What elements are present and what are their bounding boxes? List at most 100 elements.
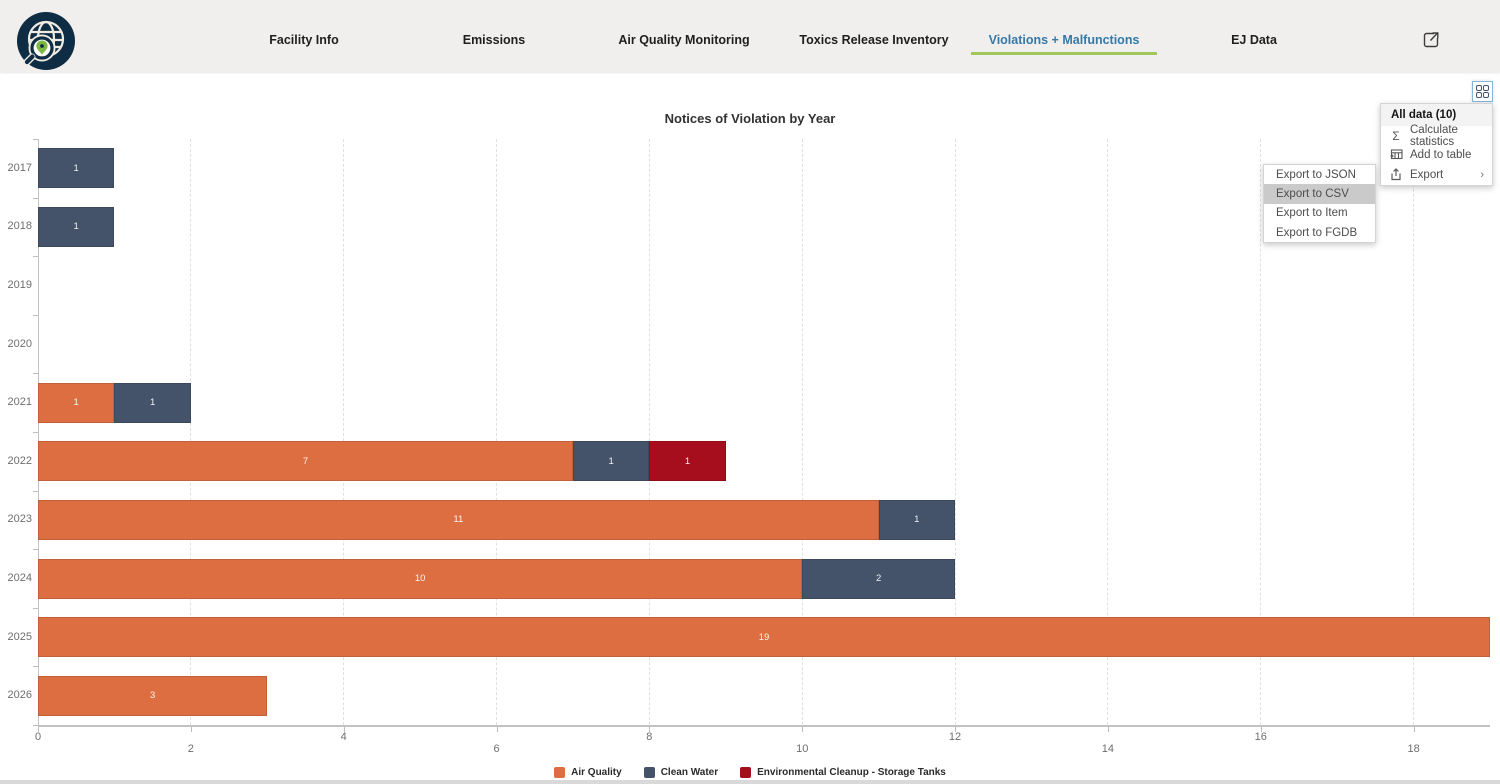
y-axis-tick	[33, 373, 38, 375]
tab-toxics-release-inventory[interactable]: Toxics Release Inventory	[799, 33, 949, 47]
menu-item-label: Add to table	[1410, 149, 1472, 162]
legend-item-environmental-cleanup-storage-tanks[interactable]: Environmental Cleanup - Storage Tanks	[740, 766, 946, 778]
x-axis-label: 4	[340, 731, 347, 743]
menu-item-export[interactable]: Export ›	[1381, 165, 1492, 185]
legend-item-air-quality[interactable]: Air Quality	[554, 766, 622, 778]
bar-value-label: 1	[73, 162, 79, 174]
y-axis-tick	[33, 256, 38, 258]
bar-chart: 2017 1 2018 1 2019 2020 2021 1 1 2022 7 1 1 2023 11 1 20…	[0, 72, 1500, 780]
gridline	[954, 139, 956, 725]
x-axis-label: 12	[948, 731, 962, 743]
app-header: Facility Info Emissions Air Quality Moni…	[0, 0, 1500, 72]
bar-segment-clean-water[interactable]: 2	[802, 558, 956, 599]
y-axis-label: 2023	[7, 513, 32, 526]
gridline	[1107, 139, 1109, 725]
bar-segment-air-quality[interactable]: 10	[38, 558, 803, 599]
x-axis-label: 2	[187, 743, 194, 755]
bar-segment-clean-water[interactable]: 1	[38, 206, 115, 247]
x-axis-label: 0	[34, 731, 42, 743]
gridline	[1413, 139, 1415, 725]
y-axis-tick	[33, 314, 38, 316]
y-axis-tick	[33, 725, 38, 726]
tab-air-quality-monitoring[interactable]: Air Quality Monitoring	[618, 33, 750, 47]
bar-segment-clean-water[interactable]: 1	[572, 441, 650, 482]
legend-swatch	[740, 766, 752, 778]
x-axis-tick	[1260, 727, 1262, 732]
menu-item-export-to-csv[interactable]: Export to CSV	[1264, 184, 1375, 204]
export-submenu: Export to JSON Export to CSV Export to I…	[1263, 164, 1376, 244]
bar-segment-clean-water[interactable]: 1	[114, 382, 191, 423]
y-axis-label: 2020	[7, 337, 32, 350]
x-axis-tick	[496, 727, 498, 732]
sigma-icon: Σ	[1392, 128, 1400, 143]
grid-dot-icon	[1476, 91, 1483, 98]
y-axis-label: 2018	[7, 220, 32, 233]
x-axis-tick	[38, 727, 39, 732]
legend-label: Clean Water	[660, 766, 719, 778]
bar-value-label: 1	[608, 455, 614, 467]
bar-segment-air-quality[interactable]: 3	[38, 675, 268, 716]
x-axis-label: 10	[796, 743, 809, 755]
y-axis-tick	[33, 139, 38, 140]
legend-item-clean-water[interactable]: Clean Water	[643, 766, 719, 778]
bar-segment-air-quality[interactable]: 11	[38, 499, 879, 540]
y-axis-tick	[33, 197, 38, 199]
x-axis	[38, 725, 1490, 727]
bar-value-label: 1	[73, 221, 79, 233]
bar-segment-clean-water[interactable]: 1	[38, 148, 115, 189]
tab-facility-info[interactable]: Facility Info	[269, 33, 339, 47]
x-axis-label: 8	[646, 731, 653, 743]
bar-value-label: 2	[875, 573, 882, 584]
gridline	[648, 139, 650, 725]
menu-item-add-to-table[interactable]: Add to table	[1381, 146, 1492, 166]
bar-segment-air-quality[interactable]: 1	[38, 382, 115, 423]
y-axis-tick	[33, 549, 38, 551]
gridline	[190, 139, 192, 725]
y-axis-tick	[33, 607, 38, 609]
x-axis-label: 6	[493, 743, 500, 755]
y-axis-label: 2019	[7, 279, 32, 291]
x-axis-label: 16	[1254, 731, 1267, 743]
menu-item-export-to-item[interactable]: Export to Item	[1276, 207, 1348, 220]
gridline	[343, 139, 345, 725]
legend-swatch	[554, 766, 566, 778]
y-axis-label: 2025	[7, 630, 32, 643]
gridline	[801, 139, 803, 725]
app-logo-icon	[17, 12, 75, 70]
x-axis-tick	[1107, 727, 1109, 732]
menu-item-export-to-fgdb[interactable]: Export to FGDB	[1276, 226, 1358, 239]
bar-value-label: 11	[453, 514, 464, 526]
tab-ej-data[interactable]: EJ Data	[1231, 33, 1277, 47]
tab-violations-malfunctions[interactable]: Violations + Malfunctions	[969, 0, 1159, 72]
x-axis-label: 14	[1101, 743, 1115, 755]
legend-swatch	[643, 766, 655, 778]
menu-item-calculate-statistics[interactable]: Σ Calculate statistics	[1381, 124, 1492, 148]
bar-segment-environmental-cleanup-storage-tanks[interactable]: 1	[649, 441, 726, 482]
bar-value-label: 1	[914, 514, 920, 526]
y-axis-tick	[33, 432, 38, 433]
share-icon[interactable]	[1420, 29, 1442, 51]
bar-segment-air-quality[interactable]: 19	[38, 617, 1490, 658]
y-axis-tick	[33, 490, 38, 492]
x-axis-tick	[343, 727, 345, 732]
bar-value-label: 19	[758, 631, 770, 643]
gridline	[496, 139, 498, 725]
x-axis-tick	[649, 727, 651, 732]
y-axis-label: 2024	[7, 572, 32, 584]
y-axis-tick	[33, 666, 38, 668]
gridline	[1260, 139, 1262, 725]
x-axis-tick	[190, 727, 192, 732]
bar-value-label: 1	[73, 397, 79, 409]
y-axis-label: 2022	[7, 454, 32, 467]
y-axis	[38, 139, 39, 725]
tab-emissions[interactable]: Emissions	[462, 33, 526, 47]
bar-value-label: 10	[414, 573, 426, 584]
menu-item-export-to-json[interactable]: Export to JSON	[1276, 168, 1356, 181]
grid-dot-icon	[1476, 85, 1483, 92]
x-axis-tick	[802, 727, 804, 732]
actions-menu-header: All data (10)	[1381, 104, 1492, 126]
bar-segment-clean-water[interactable]: 1	[878, 499, 956, 540]
x-axis-tick	[955, 727, 957, 732]
bar-segment-air-quality[interactable]: 7	[38, 441, 573, 482]
actions-grid-button[interactable]	[1472, 81, 1493, 102]
